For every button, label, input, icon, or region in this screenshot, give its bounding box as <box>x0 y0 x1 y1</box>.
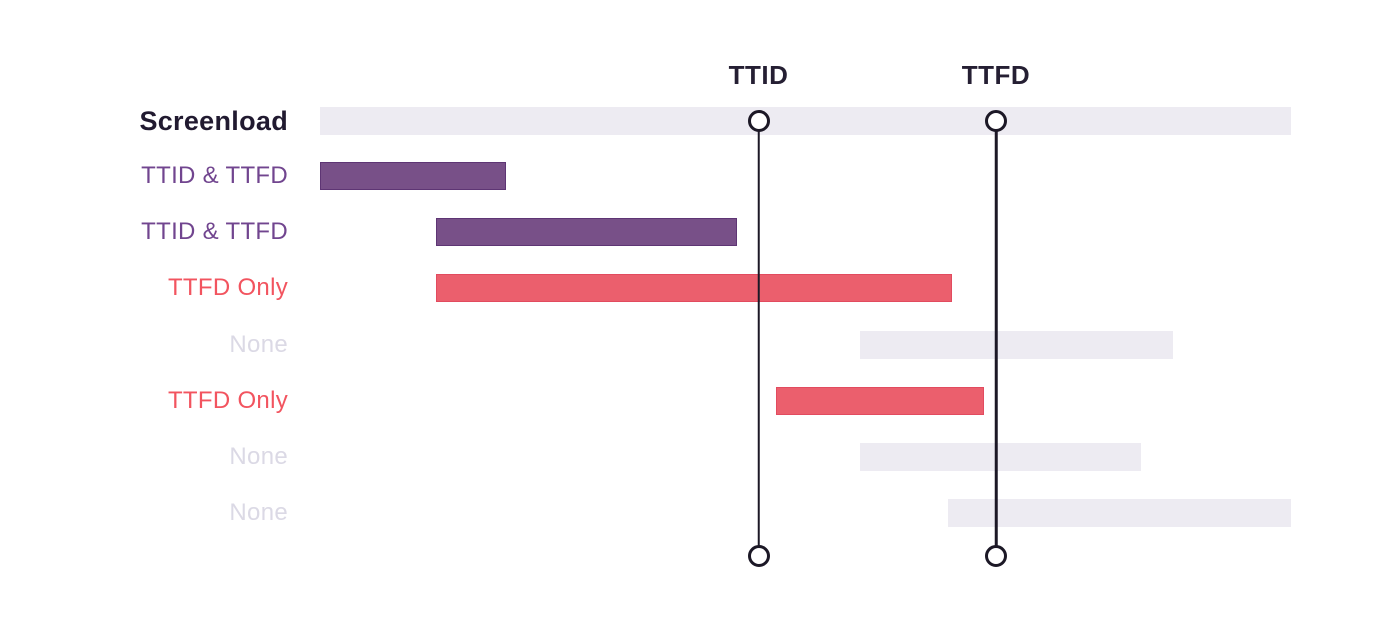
ttfd-only-span-bar <box>776 387 984 415</box>
ttid-marker-line <box>757 120 760 556</box>
ttid-ttfd-span-bar <box>320 162 506 190</box>
row-ttid-ttfd-2: TTID & TTFD <box>0 218 1400 246</box>
none-span-bar <box>948 499 1291 527</box>
ttid-marker-bottom-circle-icon <box>747 544 770 567</box>
row-label-ttfd-only: TTFD Only <box>167 274 288 301</box>
ttid-marker-top-circle-icon <box>747 109 770 132</box>
row-ttid-ttfd-1: TTID & TTFD <box>0 162 1400 190</box>
ttfd-marker-label: TTFD <box>961 60 1031 90</box>
row-label-ttfd-only: TTFD Only <box>167 387 288 414</box>
ttfd-marker-top-circle-icon <box>985 109 1007 132</box>
row-none-1: None <box>0 331 1400 359</box>
row-label-ttid-ttfd: TTID & TTFD <box>141 162 288 189</box>
row-none-3: None <box>0 499 1400 527</box>
screenload-span-bar <box>320 107 1291 135</box>
ttid-ttfd-span-bar <box>436 218 737 246</box>
ttfd-marker-line <box>994 120 998 556</box>
ttfd-only-span-bar <box>436 274 952 302</box>
row-none-2: None <box>0 443 1400 471</box>
row-label-none: None <box>229 499 288 526</box>
none-span-bar <box>860 331 1173 359</box>
ttfd-marker-bottom-circle-icon <box>985 544 1007 567</box>
row-label-ttid-ttfd: TTID & TTFD <box>141 218 288 245</box>
row-ttfd-only-1: TTFD Only <box>0 274 1400 302</box>
row-screenload: Screenload <box>0 107 1400 135</box>
row-label-screenload: Screenload <box>139 106 288 136</box>
ttid-marker-label: TTID <box>728 60 789 90</box>
row-label-none: None <box>229 331 288 358</box>
none-span-bar <box>860 443 1141 471</box>
row-label-none: None <box>229 443 288 470</box>
row-ttfd-only-2: TTFD Only <box>0 387 1400 415</box>
